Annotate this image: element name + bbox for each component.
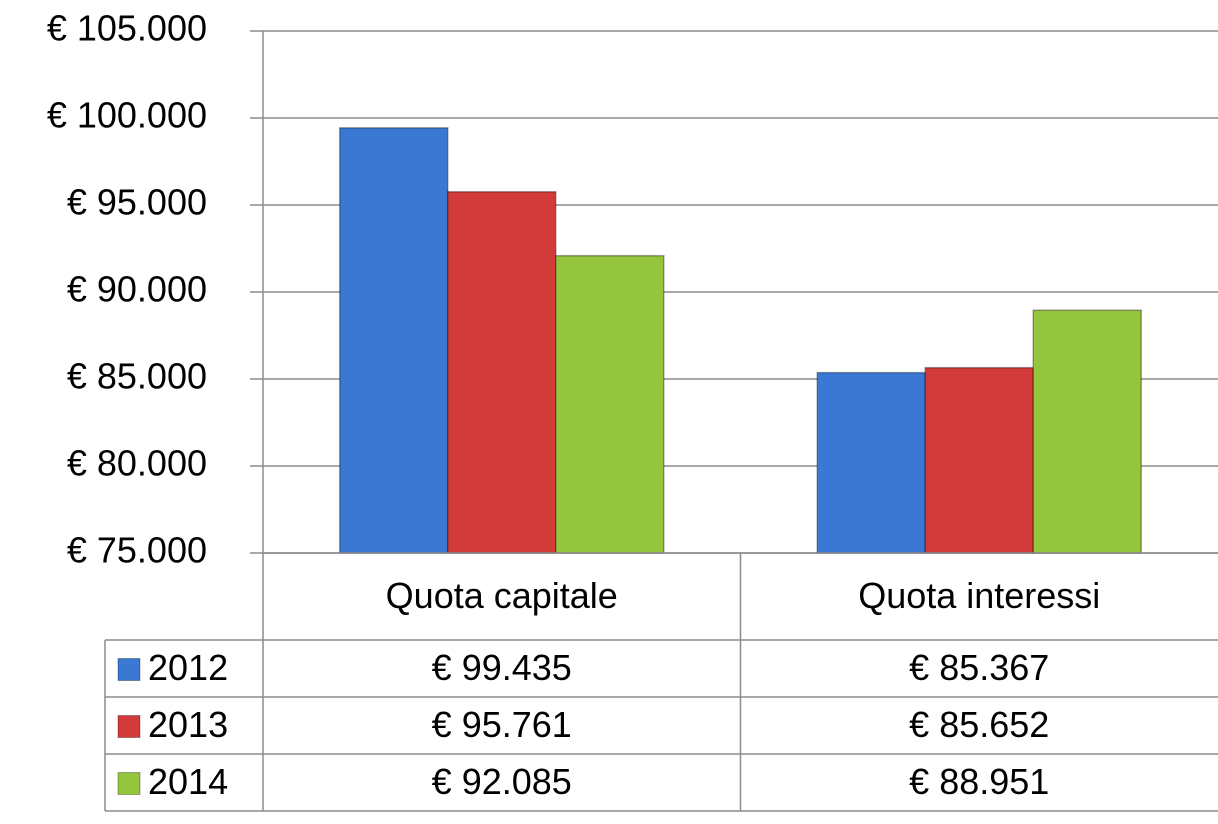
table-value: € 85.652 <box>909 704 1049 745</box>
table-value: € 95.761 <box>432 704 572 745</box>
bar <box>555 254 665 554</box>
bar <box>924 366 1034 554</box>
bar <box>816 371 926 554</box>
bar <box>447 191 557 554</box>
table-value: € 85.367 <box>909 647 1049 688</box>
legend-label: 2012 <box>148 647 228 688</box>
table-value: € 99.435 <box>432 647 572 688</box>
table-value: € 88.951 <box>909 761 1049 802</box>
y-tick-label: € 105.000 <box>47 8 207 49</box>
legend-key <box>117 658 141 681</box>
y-tick-label: € 80.000 <box>67 443 207 484</box>
bar <box>339 127 449 554</box>
y-tick-label: € 100.000 <box>47 95 207 136</box>
y-tick-label: € 90.000 <box>67 269 207 310</box>
y-tick-label: € 95.000 <box>67 182 207 223</box>
bar <box>1032 309 1142 554</box>
legend-label: 2014 <box>148 761 228 802</box>
y-tick-label: € 75.000 <box>67 530 207 571</box>
legend-label: 2013 <box>148 704 228 745</box>
x-tick-label: Quota capitale <box>386 575 618 616</box>
legend-key <box>117 715 141 738</box>
y-tick-label: € 85.000 <box>67 356 207 397</box>
x-tick-label: Quota interessi <box>858 575 1100 616</box>
legend-key <box>117 772 141 795</box>
table-value: € 92.085 <box>432 761 572 802</box>
